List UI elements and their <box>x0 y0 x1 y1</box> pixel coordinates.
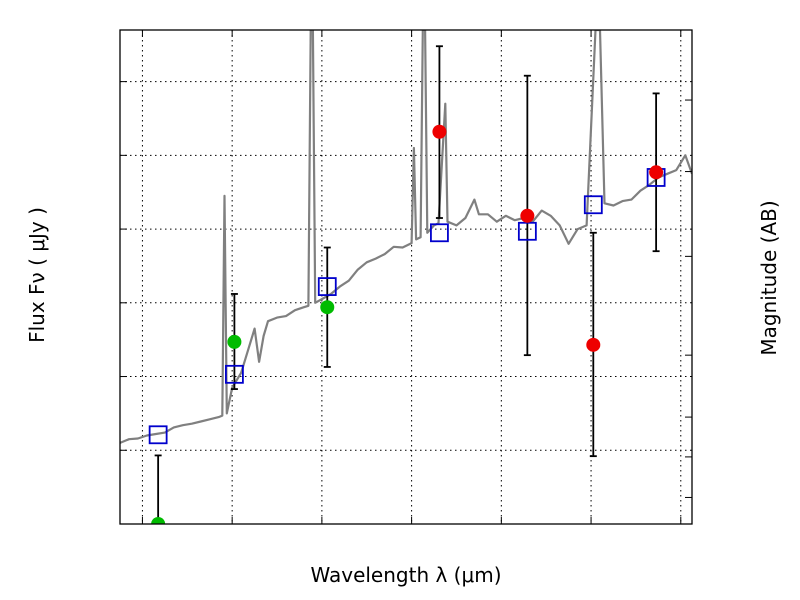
x-axis-label: Wavelength λ (μm) <box>310 563 501 587</box>
spectrum-line <box>120 30 692 444</box>
detection-point-green <box>227 334 242 349</box>
detection-point-red <box>586 337 601 352</box>
model-flux-square <box>224 364 244 384</box>
detection-point-red <box>649 165 664 180</box>
plot-series <box>120 30 692 524</box>
plot-frame <box>119 29 693 525</box>
model-flux-square <box>148 425 168 445</box>
detection-point-red <box>520 208 535 223</box>
model-flux-square <box>430 223 449 243</box>
grid <box>120 30 692 525</box>
detection-point-green <box>320 300 335 315</box>
y-axis-label: Flux Fν ( μJy ) <box>25 207 49 343</box>
plot-area <box>120 30 692 524</box>
right-axis-label: Magnitude (AB) <box>757 200 781 355</box>
model-flux-square <box>583 195 603 215</box>
detection-point-green <box>151 517 166 524</box>
detection-point-red <box>432 124 447 139</box>
model-flux-square <box>317 277 337 296</box>
axis-ticks <box>120 30 692 525</box>
